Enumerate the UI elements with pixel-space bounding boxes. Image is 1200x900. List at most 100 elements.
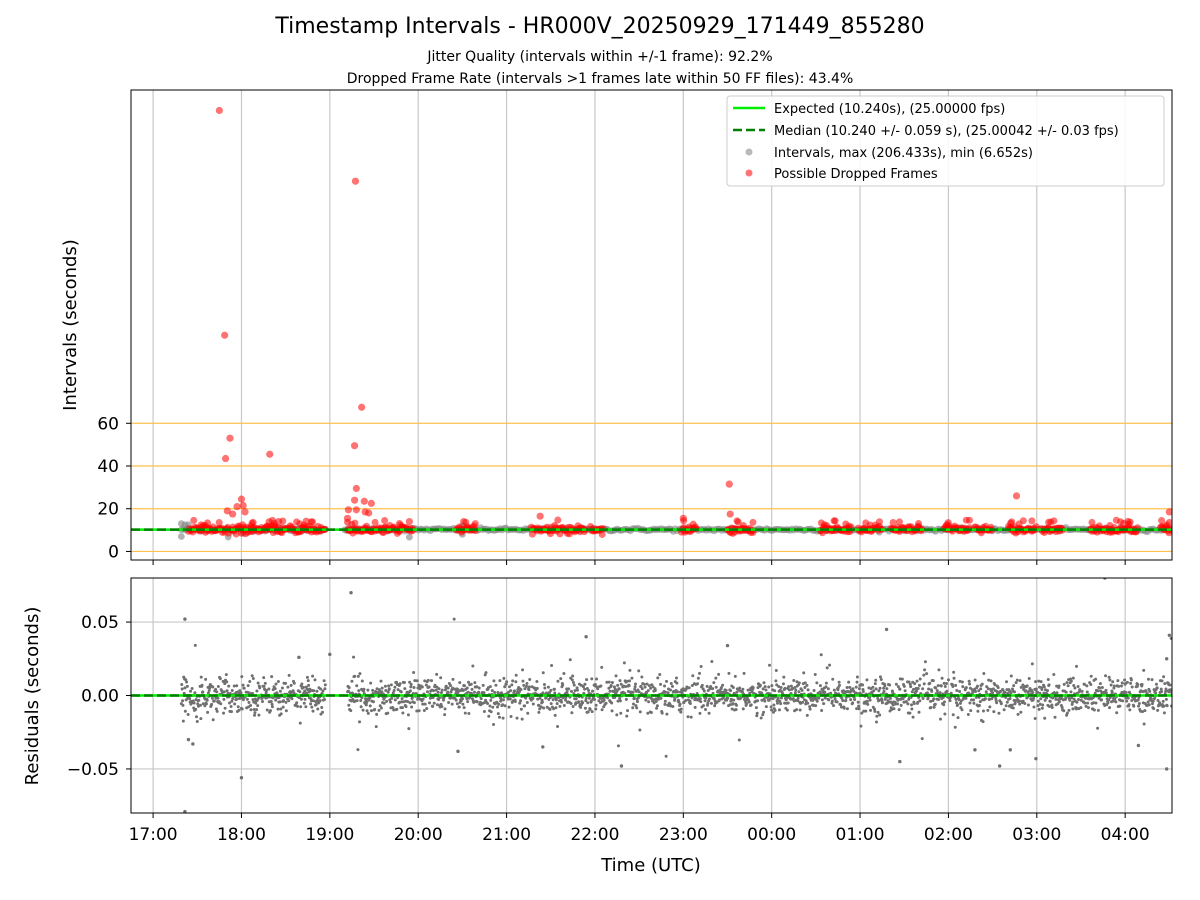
residual-point: [492, 679, 496, 683]
residual-point: [915, 679, 919, 683]
x-tick-label: 22:00: [570, 825, 619, 845]
residual-point: [1104, 674, 1108, 678]
residual-point: [805, 683, 809, 687]
residual-point: [284, 700, 288, 704]
residual-point: [1069, 679, 1073, 683]
residual-point: [1008, 696, 1012, 700]
residual-point: [833, 697, 837, 701]
residual-point: [771, 697, 775, 701]
residual-point: [310, 705, 314, 709]
residual-point: [366, 711, 370, 715]
residual-point: [1127, 703, 1131, 707]
residual-point: [299, 697, 303, 701]
residual-point: [762, 681, 766, 685]
dropped-frame-point: [371, 518, 379, 526]
residual-point: [772, 703, 776, 707]
residual-point: [215, 690, 219, 694]
residual-point: [206, 710, 210, 714]
residual-point: [180, 682, 184, 686]
residual-point: [608, 689, 612, 693]
residual-point: [922, 673, 926, 677]
residual-point: [971, 690, 975, 694]
dropped-frame-point: [889, 519, 897, 527]
residual-point: [505, 680, 509, 684]
residual-point: [674, 676, 678, 680]
residual-point: [1065, 681, 1069, 685]
residual-point: [975, 684, 979, 688]
residual-point: [762, 710, 766, 714]
residual-point: [1039, 680, 1043, 684]
residual-point: [1039, 697, 1043, 701]
dropped-frame-point: [1126, 518, 1134, 526]
residual-point: [347, 686, 351, 690]
residual-point: [230, 689, 234, 693]
residual-point: [779, 702, 783, 706]
residual-point: [972, 698, 976, 702]
residual-point: [1160, 679, 1164, 683]
x-tick-label: 23:00: [659, 825, 708, 845]
residual-point: [574, 697, 578, 701]
residual-point: [579, 705, 583, 709]
residual-point: [1154, 691, 1158, 695]
residual-point: [1096, 708, 1100, 712]
residual-point: [584, 699, 588, 703]
dropped-frame-point: [302, 517, 310, 525]
residual-point: [212, 699, 216, 703]
residual-point: [369, 681, 373, 685]
residual-point: [770, 684, 774, 688]
residual-point: [1129, 678, 1133, 682]
residual-point: [972, 701, 976, 705]
residual-point: [269, 700, 273, 704]
dropped-frame-point: [1165, 519, 1172, 527]
residual-point: [1071, 700, 1075, 704]
dropped-frame-point: [351, 177, 360, 185]
residual-point: [632, 702, 636, 706]
residual-point: [571, 674, 575, 678]
residual-point: [1070, 702, 1074, 706]
residual-point: [352, 655, 356, 659]
residual-point: [1030, 662, 1034, 666]
residual-point: [227, 701, 231, 705]
residual-point: [402, 680, 406, 684]
residual-point: [573, 689, 577, 693]
residual-point: [1150, 702, 1154, 706]
residual-point: [713, 704, 717, 708]
residual-point: [408, 680, 412, 684]
residual-point: [814, 704, 818, 708]
residual-point: [494, 683, 498, 687]
residual-point: [1005, 680, 1009, 684]
residual-point: [304, 705, 308, 709]
residual-point: [793, 686, 797, 690]
dropped-frame-point: [1008, 518, 1016, 526]
residual-point: [787, 688, 791, 692]
residual-point: [1048, 699, 1052, 703]
residual-point: [239, 691, 243, 695]
residual-point: [842, 706, 846, 710]
residual-point: [567, 687, 571, 691]
residual-point: [553, 691, 557, 695]
residual-point: [878, 675, 882, 679]
legend-expected-label: Expected (10.240s), (25.00000 fps): [774, 102, 1005, 117]
residual-point: [525, 684, 529, 688]
residual-point: [489, 710, 493, 714]
residual-point: [1080, 689, 1084, 693]
residual-point: [832, 688, 836, 692]
dropped-frame-point: [268, 516, 276, 525]
residual-point: [1084, 696, 1088, 700]
residual-point: [356, 674, 360, 678]
residual-point: [864, 709, 868, 713]
residual-point: [1108, 678, 1112, 682]
residual-point: [593, 682, 597, 686]
residual-point: [501, 716, 505, 720]
residual-point: [943, 684, 947, 688]
residual-point: [832, 704, 836, 708]
residual-point: [730, 707, 734, 711]
residual-point: [1114, 700, 1118, 704]
residual-point: [797, 690, 801, 694]
residual-point: [659, 696, 663, 700]
residual-point: [974, 690, 978, 694]
x-tick-label: 04:00: [1101, 825, 1150, 845]
residual-point: [624, 697, 628, 701]
residual-point: [355, 684, 359, 688]
residual-point: [638, 728, 642, 732]
